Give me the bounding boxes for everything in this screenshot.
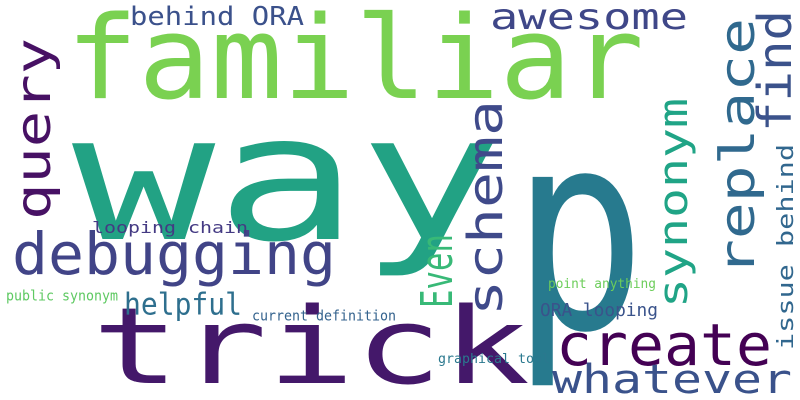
word-trick: trick [92, 285, 530, 400]
word-issue-behind: issue behind [774, 144, 799, 350]
word-whatever: whatever [552, 357, 792, 400]
word-awesome: awesome [490, 0, 688, 38]
word-p: p [512, 72, 646, 394]
word-familiar: familiar [66, 0, 644, 126]
word-ora-looping: ORA looping [540, 299, 658, 322]
word-helpful: helpful [124, 286, 242, 323]
word-synonym: synonym [651, 98, 697, 308]
word-point-anything: point anything [548, 276, 656, 293]
word-way: way [72, 78, 503, 281]
word-current-definition: current definition [252, 308, 396, 325]
word-behind-ora: behind ORA [130, 2, 304, 32]
word-create: create [556, 311, 772, 379]
word-graphical-tool: graphical tool [438, 352, 550, 367]
word-query: query [6, 38, 62, 221]
word-even: Even [411, 234, 464, 308]
word-debugging: debugging [12, 220, 336, 288]
word-schema: schema [458, 100, 514, 316]
word-find: find [748, 10, 800, 133]
word-looping-chain: looping chain [92, 218, 248, 237]
word-public-synonym: public synonym [6, 288, 118, 305]
